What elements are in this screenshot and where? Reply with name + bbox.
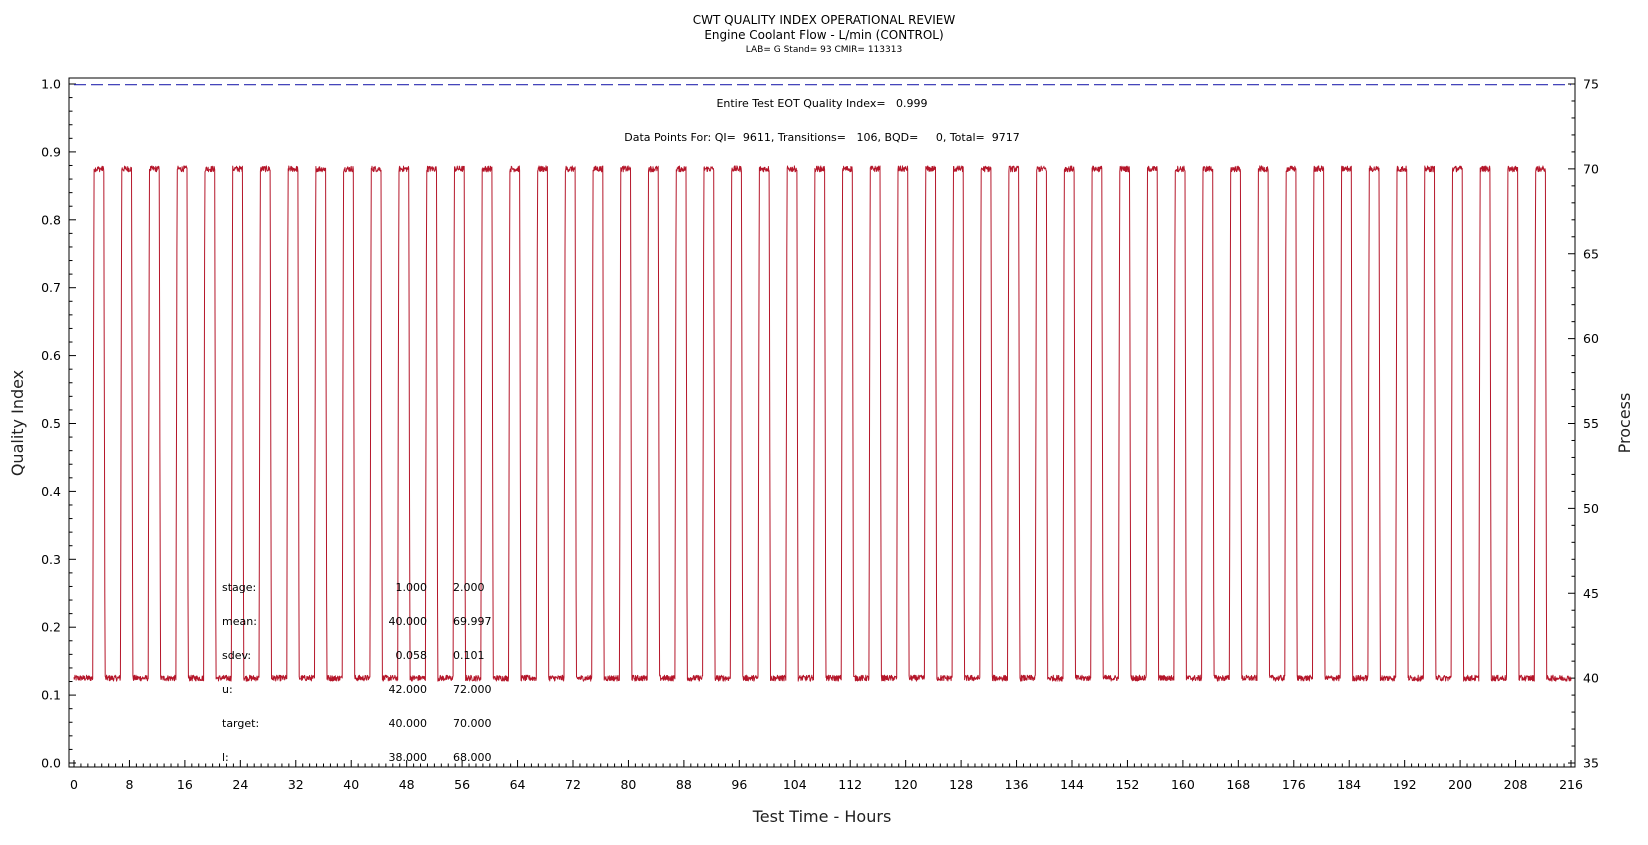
y-left-tick-label: 0.2 bbox=[41, 620, 61, 635]
stats-row-stage1: 0.058 bbox=[396, 649, 428, 662]
x-tick-label: 72 bbox=[565, 777, 581, 792]
chart-subtitle: Engine Coolant Flow - L/min (CONTROL) bbox=[704, 28, 943, 42]
chart-subsubtitle: LAB= G Stand= 93 CMIR= 113313 bbox=[746, 45, 902, 55]
stats-row-stage1: 38.000 bbox=[389, 751, 428, 764]
stats-row-label: l: bbox=[222, 751, 229, 764]
y-right-tick-label: 40 bbox=[1583, 671, 1599, 686]
stats-row-stage2: 70.000 bbox=[453, 717, 492, 730]
x-tick-label: 112 bbox=[838, 777, 862, 792]
series-process-line bbox=[73, 165, 1572, 682]
stats-row-label: u: bbox=[222, 683, 233, 696]
annotation-eot-qi: Entire Test EOT Quality Index= 0.999 bbox=[716, 97, 927, 110]
x-tick-label: 40 bbox=[343, 777, 359, 792]
x-tick-label: 56 bbox=[454, 777, 470, 792]
stats-row-stage1: 1.000 bbox=[396, 581, 428, 594]
x-tick-label: 144 bbox=[1060, 777, 1084, 792]
y-right-tick-label: 60 bbox=[1583, 331, 1599, 346]
series-layer bbox=[73, 84, 1572, 682]
chart-title: CWT QUALITY INDEX OPERATIONAL REVIEW bbox=[693, 13, 956, 27]
x-tick-label: 64 bbox=[510, 777, 526, 792]
stats-row-label: sdev: bbox=[222, 649, 251, 662]
stats-row-stage2: 72.000 bbox=[453, 683, 492, 696]
x-tick-label: 192 bbox=[1393, 777, 1417, 792]
stats-row-stage2: 69.997 bbox=[453, 615, 492, 628]
y-axis-right: 35 40 45 50 55 60 65 70 75 bbox=[1568, 77, 1599, 771]
y-axis-left-label: Quality Index bbox=[8, 370, 27, 476]
x-tick-label: 128 bbox=[949, 777, 973, 792]
y-right-tick-label: 45 bbox=[1583, 586, 1599, 601]
y-left-tick-label: 0.0 bbox=[41, 756, 61, 771]
stats-row-label: target: bbox=[222, 717, 259, 730]
x-tick-label: 96 bbox=[731, 777, 747, 792]
stats-row-label: stage: bbox=[222, 581, 256, 594]
x-tick-label: 24 bbox=[232, 777, 248, 792]
x-axis-label: Test Time - Hours bbox=[752, 807, 892, 826]
stats-row-stage2: 0.101 bbox=[453, 649, 485, 662]
x-tick-label: 136 bbox=[1005, 777, 1029, 792]
x-tick-label: 208 bbox=[1504, 777, 1528, 792]
y-right-tick-label: 75 bbox=[1583, 77, 1599, 92]
y-right-tick-label: 50 bbox=[1583, 501, 1599, 516]
y-axis-left: 0.0 0.1 0.2 0.3 0.4 0.5 0.6 0.7 0.8 0.9 1.0 bbox=[41, 77, 76, 771]
x-tick-label: 8 bbox=[125, 777, 133, 792]
x-tick-label: 88 bbox=[676, 777, 692, 792]
x-tick-label: 160 bbox=[1171, 777, 1195, 792]
y-left-tick-label: 0.8 bbox=[41, 212, 61, 227]
y-left-tick-label: 0.7 bbox=[41, 280, 61, 295]
y-right-tick-label: 55 bbox=[1583, 416, 1599, 431]
y-left-tick-label: 0.1 bbox=[41, 688, 61, 703]
y-right-tick-label: 70 bbox=[1583, 161, 1599, 176]
stats-row-label: mean: bbox=[222, 615, 257, 628]
x-tick-label: 184 bbox=[1337, 777, 1361, 792]
annotation-data-points: Data Points For: QI= 9611, Transitions= … bbox=[624, 131, 1019, 144]
stats-row-stage1: 42.000 bbox=[389, 683, 428, 696]
y-left-tick-label: 0.4 bbox=[41, 484, 61, 499]
stats-row-stage2: 2.000 bbox=[453, 581, 485, 594]
y-left-tick-label: 0.9 bbox=[41, 144, 61, 159]
x-tick-label: 48 bbox=[399, 777, 415, 792]
x-tick-label: 104 bbox=[783, 777, 807, 792]
y-left-tick-label: 0.5 bbox=[41, 416, 61, 431]
plot-frame bbox=[68, 77, 1576, 768]
x-axis: 0 8 16 24 32 40 48 56 64 72 80 88 96 104 112 120 128 136 1… bbox=[70, 760, 1583, 792]
stats-table: stage: 1.000 2.000 mean: 40.000 69.997 sdev: 0.… bbox=[222, 581, 492, 764]
stats-row-stage1: 40.000 bbox=[389, 717, 428, 730]
x-tick-label: 0 bbox=[70, 777, 78, 792]
stats-row-stage1: 40.000 bbox=[389, 615, 428, 628]
y-left-tick-label: 0.3 bbox=[41, 552, 61, 567]
x-tick-label: 32 bbox=[288, 777, 304, 792]
y-right-tick-label: 35 bbox=[1583, 756, 1599, 771]
x-tick-label: 176 bbox=[1282, 777, 1306, 792]
x-tick-label: 16 bbox=[177, 777, 193, 792]
x-tick-label: 120 bbox=[894, 777, 918, 792]
y-axis-right-label: Process bbox=[1615, 393, 1634, 454]
x-tick-label: 216 bbox=[1559, 777, 1583, 792]
x-tick-label: 168 bbox=[1226, 777, 1250, 792]
x-tick-label: 152 bbox=[1116, 777, 1140, 792]
y-right-tick-label: 65 bbox=[1583, 246, 1599, 261]
x-tick-label: 80 bbox=[620, 777, 636, 792]
y-left-tick-label: 1.0 bbox=[41, 77, 61, 92]
y-left-tick-label: 0.6 bbox=[41, 348, 61, 363]
stats-row-stage2: 68.000 bbox=[453, 751, 492, 764]
x-tick-label: 200 bbox=[1448, 777, 1472, 792]
